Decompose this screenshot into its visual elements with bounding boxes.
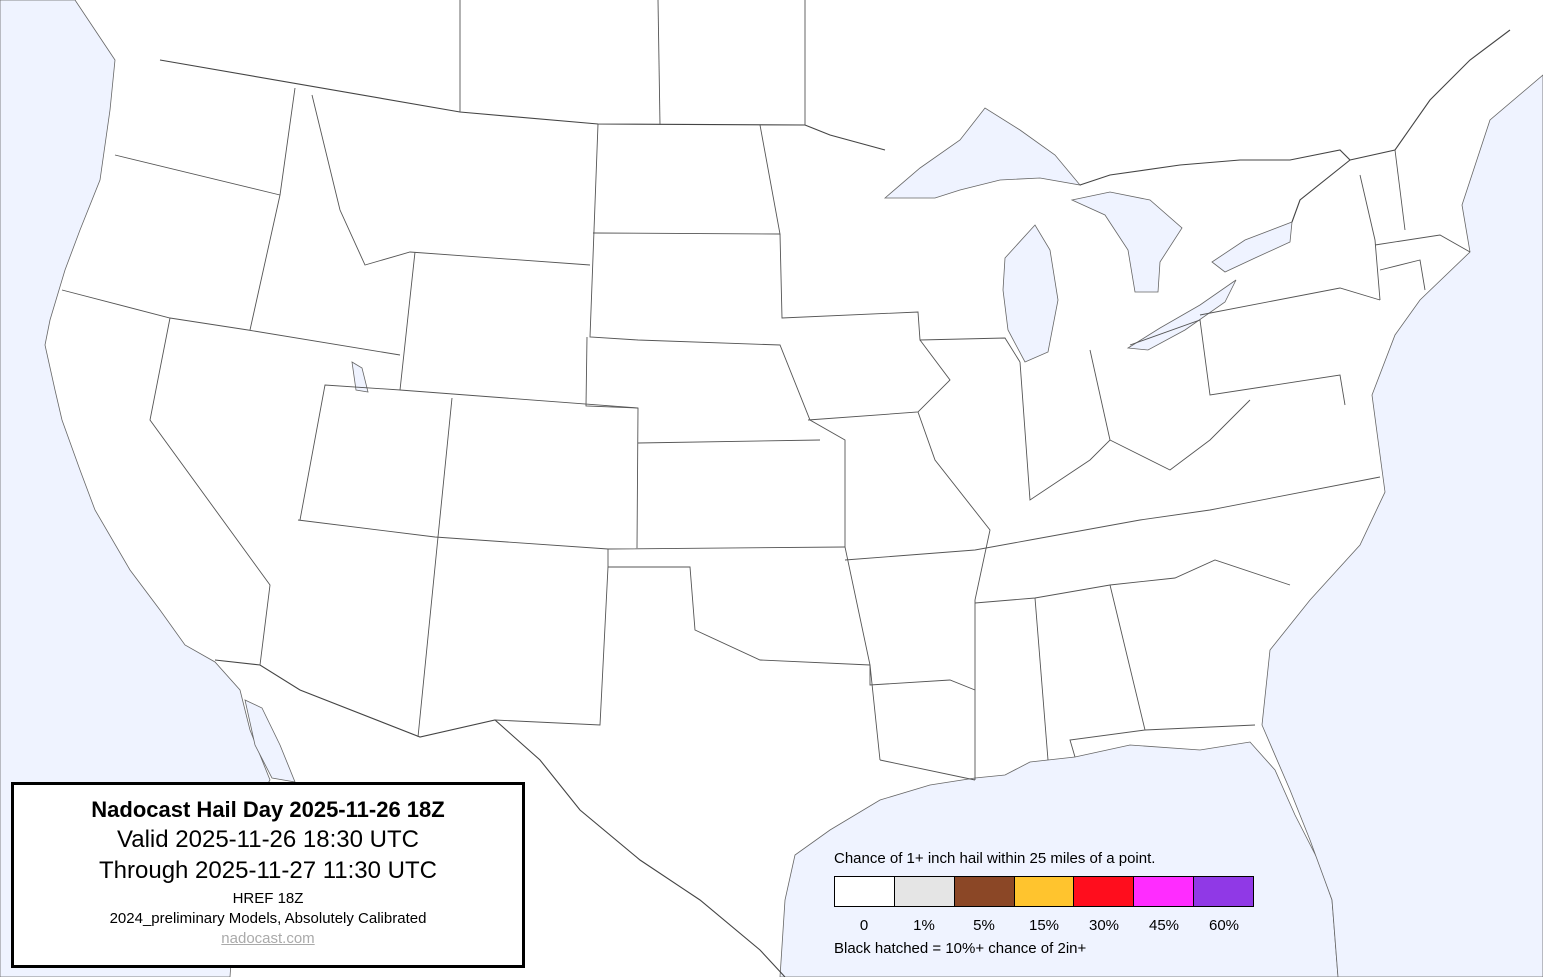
pacific-ocean bbox=[0, 0, 271, 977]
lake-ontario bbox=[1211, 221, 1293, 273]
lake-erie bbox=[1126, 279, 1237, 351]
legend-swatch bbox=[1134, 877, 1195, 906]
forecast-title-box: Nadocast Hail Day 2025-11-26 18Z Valid 2… bbox=[11, 782, 525, 968]
legend-hatch-note: Black hatched = 10%+ chance of 2in+ bbox=[834, 940, 1087, 957]
legend-label: 1% bbox=[913, 917, 935, 934]
legend-label: 0 bbox=[859, 917, 869, 934]
probability-legend: Chance of 1+ inch hail within 25 miles o… bbox=[834, 850, 1254, 957]
legend-caption: Chance of 1+ inch hail within 25 miles o… bbox=[834, 850, 1156, 867]
legend-label: 45% bbox=[1148, 917, 1180, 934]
legend-labels: 0 1% 5% 15% 30% 45% 60% bbox=[834, 917, 1254, 934]
lake-huron bbox=[1070, 191, 1183, 293]
model-name: HREF 18Z bbox=[232, 890, 304, 907]
forecast-title: Nadocast Hail Day 2025-11-26 18Z bbox=[91, 797, 445, 822]
lake-michigan bbox=[1002, 224, 1059, 363]
legend-swatch bbox=[954, 877, 1015, 906]
legend-swatch bbox=[1194, 877, 1254, 906]
great-salt-lake bbox=[351, 361, 369, 393]
calibration-note: 2024_preliminary Models, Absolutely Cali… bbox=[109, 910, 427, 927]
legend-label: 60% bbox=[1208, 917, 1240, 934]
legend-swatch bbox=[1074, 877, 1135, 906]
legend-swatch bbox=[835, 877, 895, 906]
legend-swatch bbox=[1014, 877, 1075, 906]
valid-time: Valid 2025-11-26 18:30 UTC bbox=[117, 826, 419, 853]
lake-superior bbox=[883, 107, 1082, 199]
atlantic-ocean bbox=[1261, 74, 1543, 977]
legend-color-bar bbox=[834, 876, 1254, 907]
nadocast-link[interactable]: nadocast.com bbox=[221, 930, 315, 947]
borders bbox=[61, 0, 1511, 977]
through-time: Through 2025-11-27 11:30 UTC bbox=[99, 857, 437, 884]
legend-swatch bbox=[894, 877, 955, 906]
legend-label: 15% bbox=[1028, 917, 1060, 934]
legend-label: 5% bbox=[973, 917, 995, 934]
legend-label: 30% bbox=[1088, 917, 1120, 934]
